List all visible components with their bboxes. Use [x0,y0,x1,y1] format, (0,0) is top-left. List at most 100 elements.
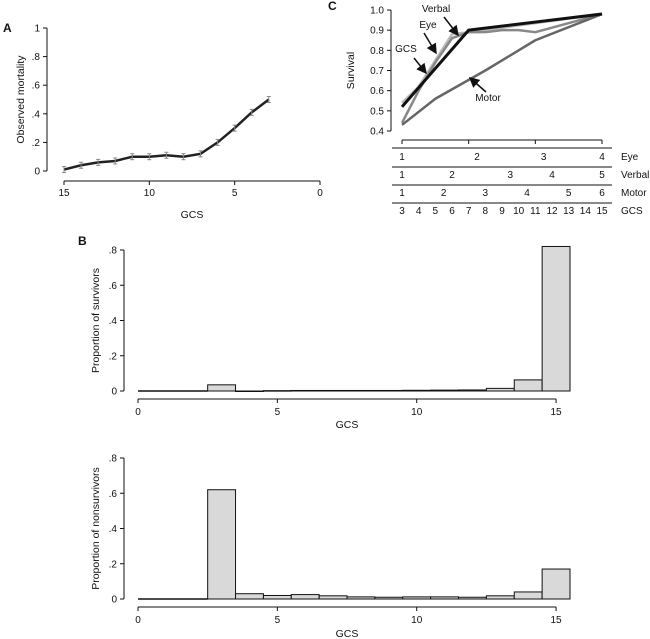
nonsurvivors-bar [374,596,404,600]
survivors-bar [318,389,348,392]
survival-y-tick-label: 0.5 [370,106,384,117]
nonsurvivors-bar [235,593,264,600]
scale-row-label-motor: Motor [621,188,647,199]
nonsurvivors-bar [513,591,543,600]
survival-y-tick-label: 0.7 [370,66,384,77]
x-tick-label: 0 [317,188,323,199]
nonsurvivors-bar [318,595,348,600]
scale-gcs-value: 8 [483,206,489,217]
nonsurvivors-bar [430,596,460,600]
scale-gcs-value: 3 [399,206,405,217]
scale-verbal-value: 1 [399,170,405,181]
nonsurvivors-bar [207,489,237,600]
survivors-x-tick-label: 15 [551,407,563,418]
survivors-y-tick-label: .8 [109,246,118,257]
x-tick-label: 15 [58,188,70,199]
series-arrow-gcs [413,57,427,75]
nonsurvivors-x-axis-title: GCS [336,628,359,639]
nonsurvivors-y-tick-label: .2 [109,559,118,570]
panel-b-nonsurvivors-histogram: 0 .2 .4 .6 .8 0 5 10 15 GCS Proportion of nonsurvi… [90,454,571,639]
survivors-bar [262,390,292,392]
panel-a-mortality-chart: A 0 .2 .4 .6 .8 1 15 10 5 0 GCS Observed mortality [3,21,323,221]
survival-y-tick-label: 1.0 [370,6,384,17]
nonsurvivors-y-tick-label: .8 [109,454,118,465]
nonsurvivors-x-tick-label: 15 [551,615,563,626]
nonsurvivors-bar [346,596,376,600]
survivors-bar [235,390,264,392]
series-label-gcs: GCS [395,44,417,55]
nonsurvivors-x-tick-label: 5 [275,615,281,626]
survivors-y-axis-title: Proportion of survivors [90,268,102,373]
panel-c-letter: C [328,0,337,13]
scale-verbal-value: 2 [449,170,455,181]
scale-row-label-verbal: Verbal [621,170,649,181]
series-label-eye: Eye [419,20,437,31]
scale-gcs-value: 12 [546,206,558,217]
scale-verbal-value: 4 [549,170,555,181]
nonsurvivors-x-tick-label: 0 [135,615,141,626]
scale-eye-value: 3 [541,152,547,163]
scale-row-label-eye: Eye [621,152,639,163]
nonsurvivors-bar [485,595,515,600]
survivors-bar [346,389,376,392]
series-arrow-eye [423,32,437,55]
scale-gcs-value: 5 [433,206,439,217]
scale-verbal-value: 3 [508,170,514,181]
scale-motor-value: 1 [399,188,405,199]
series-label-verbal: Verbal [422,4,450,15]
nonsurvivors-y-tick-label: 0 [111,595,117,606]
survivors-x-tick-label: 0 [135,407,141,418]
scale-motor-value: 6 [599,188,605,199]
scale-eye-value: 2 [474,152,480,163]
series-arrow-motor [468,77,487,93]
survivors-bar [290,389,320,392]
survival-y-tick-label: 0.4 [370,127,384,138]
survivors-y-tick-label: 0 [111,387,117,398]
survivors-bar [458,389,487,392]
scale-row-label-gcs: GCS [621,206,643,217]
survivors-bar [402,389,432,392]
scale-gcs-value: 13 [563,206,575,217]
scale-gcs-value: 10 [513,206,525,217]
survival-y-tick-label: 0.6 [370,86,384,97]
scale-eye-value: 4 [599,152,605,163]
scale-motor-value: 4 [524,188,530,199]
y-tick-label: .8 [32,52,41,63]
nonsurvivors-bar [262,594,292,600]
y-tick-label: 1 [34,24,40,35]
panel-c-survival-chart: C 0.4 0.5 0.6 0.7 0.8 0.9 1.0 Survival Verbal Eye… [328,0,649,217]
nonsurvivors-y-axis-title: Proportion of nonsurvivors [90,467,102,590]
survivors-bar [513,379,543,392]
y-tick-label: 0 [34,167,40,178]
nonsurvivors-y-tick-label: .4 [109,524,118,535]
survival-line-gcs [400,12,603,108]
x-tick-label: 10 [144,188,156,199]
series-label-motor: Motor [475,93,501,104]
nonsurvivors-y-tick-label: .6 [109,489,118,500]
survivors-x-tick-label: 5 [275,407,281,418]
panel-b-survivors-histogram: B 0 .2 .4 .6 .8 0 5 10 15 GCS Proportion of surviv… [78,234,571,431]
panel-a-letter: A [3,21,12,35]
nonsurvivors-bar [290,594,320,600]
y-axis-title: Observed mortality [15,55,27,144]
scale-gcs-value: 15 [596,206,608,217]
survivors-bar [485,387,515,392]
survivors-x-axis-title: GCS [336,419,359,431]
survival-y-axis-title: Survival [345,52,357,89]
survivors-y-tick-label: .2 [109,351,118,362]
scale-motor-value: 3 [483,188,489,199]
series-arrow-verbal [443,16,459,37]
scale-gcs-value: 9 [499,206,505,217]
panel-b-letter: B [78,234,87,248]
survivors-y-tick-label: .4 [109,316,118,327]
scale-motor-value: 2 [441,188,447,199]
survival-line-motor [401,12,603,126]
y-tick-label: .2 [32,138,41,149]
x-tick-label: 5 [232,188,238,199]
scale-verbal-value: 5 [599,170,605,181]
survival-y-tick-label: 0.8 [370,46,384,57]
scale-gcs-value: 7 [466,206,472,217]
scale-gcs-value: 11 [530,206,541,217]
survivors-bar [430,389,460,392]
